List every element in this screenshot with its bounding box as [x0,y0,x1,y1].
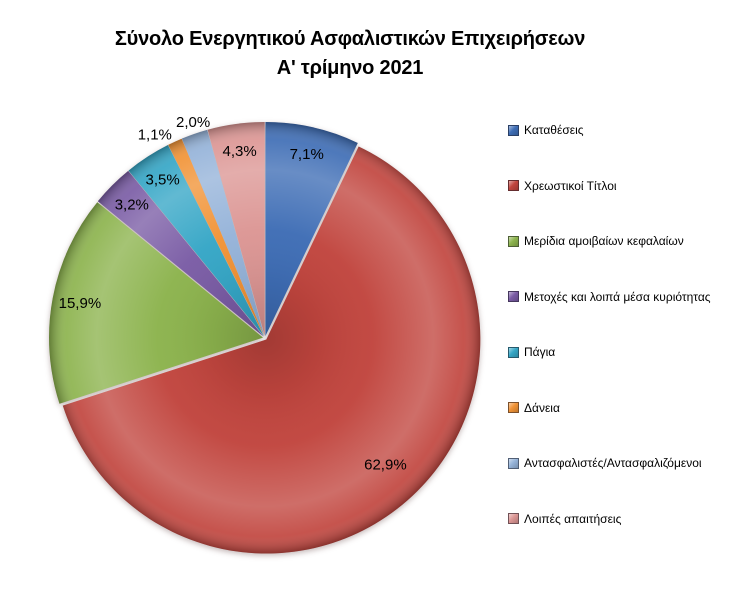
slice-data-label-6: 1,1% [138,127,172,144]
legend-item-3: Μερίδια αμοιβαίων κεφαλαίων [508,232,743,250]
pie-slice-shade-3 [49,202,264,404]
legend-item-7: Αντασφαλιστές/Αντασφαλιζόμενοι [508,454,743,472]
legend-swatch-icon [508,124,519,136]
slice-data-label-8: 4,3% [222,143,256,160]
legend-swatch-icon [508,513,519,525]
legend-label: Λοιπές απαιτήσεις [524,511,622,526]
slice-data-label-1: 7,1% [290,146,324,163]
pie-slice-shade-6 [168,138,265,337]
chart-title-line2: Α' τρίμηνο 2021 [276,57,424,79]
legend-item-2: Χρεωστικοί Τίτλοι [508,177,743,195]
legend-item-6: Δάνεια [508,399,743,417]
legend-label: Πάγια [524,345,556,360]
legend-item-4: Μετοχές και λοιπά μέσα κυριότητας [508,288,743,306]
legend-swatch-icon [508,235,519,247]
legend: Καταθέσεις Χρεωστικοί Τίτλοι Μερίδια αμοιβ… [508,121,743,528]
legend-swatch-icon [508,457,519,469]
legend-label: Αντασφαλιστές/Αντασφαλιζόμενοι [524,456,702,471]
slice-data-label-2: 62,9% [364,457,407,474]
chart-title: Σύνολο Ενεργητικού Ασφαλιστικών Επιχειρή… [0,25,700,83]
slice-data-label-4: 3,2% [115,196,149,213]
pie-slice-labels-group: 7,1% 62,9% 15,9% 3,2% 3,5% 1,1%2,0% 4,3% [59,114,407,474]
pie-slice-shade-5 [128,145,264,337]
legend-swatch-icon [508,402,519,414]
slice-data-label-3: 15,9% [59,295,102,312]
pie-slice-shade-4 [97,170,264,337]
legend-label: Μερίδια αμοιβαίων κεφαλαίων [524,234,684,249]
pie-slice-shade-8 [207,122,265,337]
pie-slice-shade-2 [62,146,481,554]
slice-data-label-5: 3,5% [145,172,179,189]
legend-label: Μετοχές και λοιπά μέσα κυριότητας [524,289,711,304]
legend-item-8: Λοιπές απαιτήσεις [508,510,743,528]
pie-slice-shade-7 [181,129,265,337]
legend-item-5: Πάγια [508,343,743,361]
legend-item-1: Καταθέσεις [508,121,743,139]
legend-swatch-icon [508,346,519,358]
legend-swatch-icon [508,291,519,303]
legend-label: Καταθέσεις [524,123,584,137]
legend-swatch-icon [508,180,519,192]
legend-label: Χρεωστικοί Τίτλοι [524,178,617,193]
legend-label: Δάνεια [524,400,560,415]
slice-data-label-7: 2,0% [176,114,210,131]
chart-title-line1: Σύνολο Ενεργητικού Ασφαλιστικών Επιχειρή… [114,28,586,50]
pie-slice-shade-1 [265,122,358,337]
pie-slices-group [49,122,481,554]
